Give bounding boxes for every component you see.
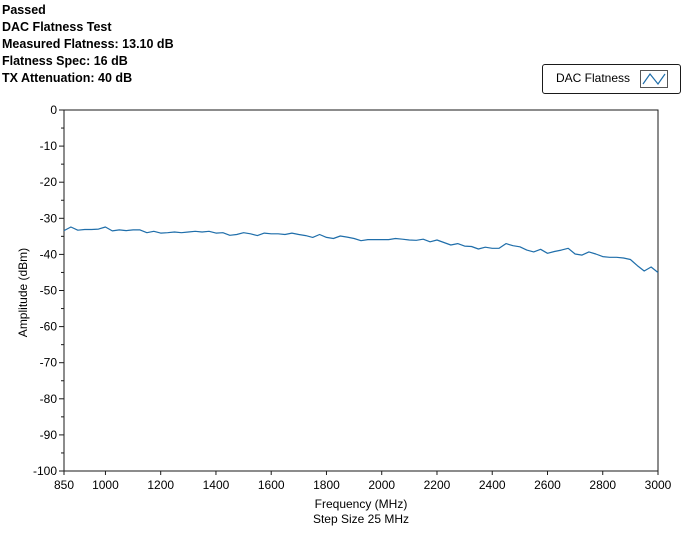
test-summary: Passed DAC Flatness Test Measured Flatne…: [2, 2, 174, 87]
status-text: Passed: [2, 3, 46, 17]
y-tick-label: -20: [40, 175, 58, 189]
x-tick-label: 2200: [424, 478, 451, 492]
x-tick-label: 2600: [534, 478, 561, 492]
y-tick-label: 0: [50, 103, 57, 117]
y-tick-label: -30: [40, 211, 58, 225]
y-tick-label: -40: [40, 247, 58, 261]
x-tick-label: 1000: [92, 478, 119, 492]
y-tick-label: -10: [40, 139, 58, 153]
y-tick-label: -50: [40, 284, 58, 298]
x-tick-label: 2000: [368, 478, 395, 492]
y-tick-label: -70: [40, 356, 58, 370]
y-tick-label: -80: [40, 392, 58, 406]
x-tick-label: 2400: [479, 478, 506, 492]
test-name: DAC Flatness Test: [2, 20, 112, 34]
y-axis: 0 -10 -20 -30 -40 -50 -60 -70 -80 -90 -100: [33, 103, 64, 478]
x-tick-label: 3000: [645, 478, 672, 492]
x-axis-step-label: Step Size 25 MHz: [313, 512, 409, 526]
y-axis-label: Amplitude (dBm): [16, 248, 30, 337]
legend[interactable]: DAC Flatness: [542, 64, 681, 94]
y-tick-label: -100: [33, 464, 57, 478]
y-tick-label: -60: [40, 320, 58, 334]
series-layer: [63, 226, 659, 273]
x-tick-label: 1400: [203, 478, 230, 492]
plot-area: [63, 109, 659, 472]
x-tick-label: 1200: [147, 478, 174, 492]
x-tick-label: 850: [54, 478, 74, 492]
x-tick-label: 1800: [313, 478, 340, 492]
measured-flatness: Measured Flatness: 13.10 dB: [2, 37, 174, 51]
x-axis: 850 1000 1200 1400 1600 1800 2000 2200 2400 2600 2…: [54, 471, 672, 492]
tx-attenuation: TX Attenuation: 40 dB: [2, 71, 133, 85]
x-tick-label: 1600: [258, 478, 285, 492]
legend-label: DAC Flatness: [556, 71, 631, 85]
y-tick-label: -90: [40, 428, 58, 442]
series-line-dac-flatness: [63, 226, 659, 273]
line-swatch-icon[interactable]: [640, 70, 668, 88]
flatness-spec: Flatness Spec: 16 dB: [2, 54, 128, 68]
x-tick-label: 2800: [589, 478, 616, 492]
x-axis-label: Frequency (MHz): [315, 497, 408, 511]
